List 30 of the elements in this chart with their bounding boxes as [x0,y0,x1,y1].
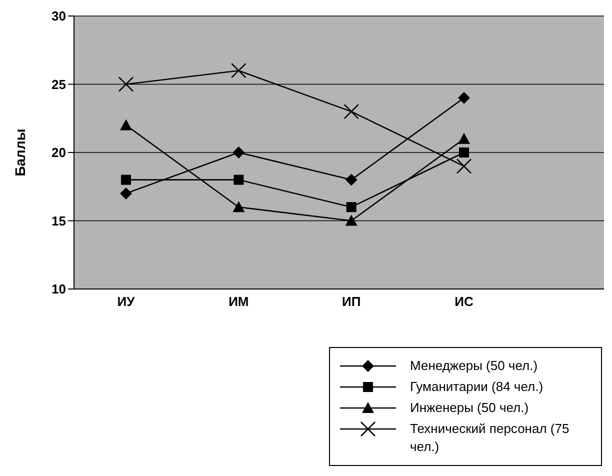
point [121,174,131,185]
y-tick-label: 20 [52,145,66,160]
legend-label: Инженеры (50 чел.) [410,399,530,417]
y-tick-label: 30 [52,8,66,24]
x-tick-label: ИС [454,294,474,310]
y-axis-title: Баллы [12,128,28,176]
y-tick-label: 15 [52,213,66,228]
point [458,132,470,144]
point [234,174,244,185]
point [120,187,132,200]
point [232,146,245,158]
legend-label: Гуманитарии (84 чел.) [410,378,544,396]
x-tick-label: ИП [342,294,361,310]
point [456,158,472,174]
x-tick-label: ИМ [228,294,249,310]
point [120,119,132,130]
point [118,76,134,92]
point [458,92,470,104]
point [346,202,356,212]
point [231,62,246,78]
y-tick-label: 10 [52,282,66,297]
point [344,104,359,120]
x-tick-label: ИУ [117,294,136,310]
point [232,201,245,212]
legend-label: Технический персонал (75 чел.) [410,420,570,456]
point [345,214,358,226]
legend-label: Менеджеры (50 чел.) [410,357,539,375]
point [459,148,469,158]
y-tick-label: 25 [52,76,66,92]
point [345,174,358,186]
